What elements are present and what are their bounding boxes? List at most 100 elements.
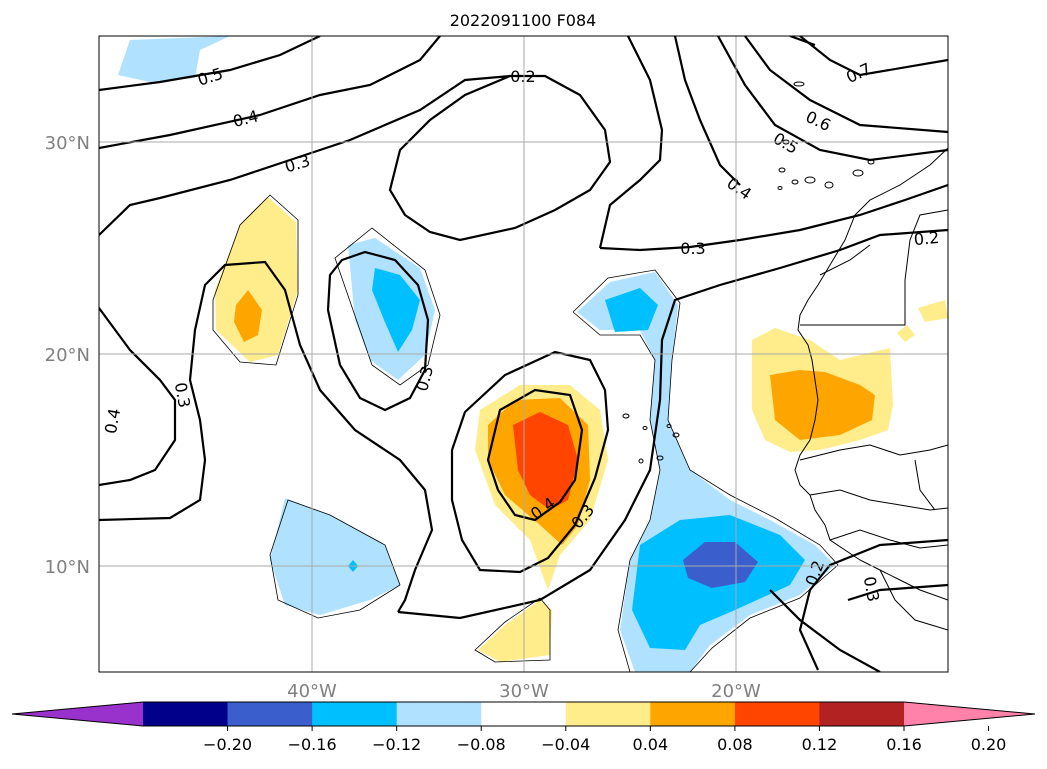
coastlines [794,147,948,631]
gridlines [99,36,948,672]
border-line [799,444,948,461]
island [622,413,630,419]
contour-line [397,228,948,620]
lon-label-40w: 40°W [287,681,337,702]
latitude-labels: 30°N 20°N 10°N [45,133,90,578]
island [793,81,805,87]
colorbar-segment [143,702,229,726]
contour-line [99,36,441,150]
contour-line [99,307,177,487]
border-line [829,529,948,549]
colorbar: −0.20 −0.16 −0.12 −0.08 −0.04 0.04 0.08 0.12 0.1… [11,701,1036,754]
anomaly-region [478,600,552,662]
colorbar-tick-label: 0.12 [802,735,838,754]
contour-line [744,36,948,134]
contour-line [486,388,584,522]
island [867,159,875,165]
contour-line [789,36,816,47]
colorbar-segment [734,702,820,726]
contour-line [598,36,664,249]
anomaly-outline [334,227,441,386]
colorbar-extend-high [904,702,1035,726]
anomaly-outline [474,597,551,663]
island [656,455,664,461]
anomaly-region [234,290,262,342]
colorbar-segment [481,702,567,726]
border-line [819,244,871,276]
colorbar-tick-label: −0.08 [457,735,506,754]
anomaly-region [918,300,948,322]
anomaly-region [372,268,420,352]
island [777,186,783,190]
lat-label-10n: 10°N [45,557,90,578]
island [672,432,680,438]
anomaly-region [118,36,230,82]
contour-label: 0.3 [680,239,705,258]
contour-line [717,36,948,162]
contour-label: 0.3 [860,575,883,603]
colorbar-segment [819,702,905,726]
island [824,181,834,189]
contour-line [599,183,948,252]
lat-label-20n: 20°N [45,345,90,366]
contour-line [99,36,321,92]
contour-line [673,36,741,186]
colorbar-tick-label: −0.16 [288,735,337,754]
colorbar-segment [312,702,398,726]
contour-label: 0.4 [101,407,124,435]
border-line [879,569,948,631]
anomaly-region [683,542,758,588]
lat-label-30n: 30°N [45,133,90,154]
colorbar-tick-label: 0.16 [886,735,922,754]
longitude-labels: 40°W 30°W 20°W [287,681,761,702]
colorbar-segment [650,702,736,726]
colorbar-outline [11,701,1036,727]
lon-label-30w: 30°W [499,681,549,702]
anomaly-outline [269,499,401,619]
map-frame [98,35,949,673]
colorbar-tick-label: 0.08 [717,735,753,754]
island [778,167,786,173]
island [804,176,816,184]
anomaly-outline [572,269,839,672]
map-title: 2022091100 F084 [450,11,597,30]
anomaly-region [770,370,875,440]
contour-label: 0.2 [510,67,535,86]
contour-line [99,74,612,242]
africa-coastline [794,147,948,601]
border-line [809,489,948,511]
anomaly-region [513,412,578,510]
colorbar-segment [565,702,651,726]
contour-line [450,350,610,574]
anomaly-region [605,288,658,332]
colorbar-segment [227,702,313,726]
contour-label: 0.3 [171,381,194,409]
anomaly-outlines [212,194,839,672]
lon-label-20w: 20°W [711,681,761,702]
contour-line [847,583,948,602]
contour-line [799,36,948,77]
filled-anomalies [118,36,948,672]
contour-lines [99,36,948,672]
border-line [800,209,948,326]
island [791,179,799,185]
contour-line [326,250,430,412]
colorbar-tick-label: 0.20 [971,735,1007,754]
anomaly-outline [572,311,661,672]
contour-line [769,589,881,672]
contour-line [798,538,948,671]
colorbar-tick-label: −0.20 [203,735,252,754]
anomaly-outline [212,194,299,366]
island [638,458,644,464]
island [666,424,672,428]
anomaly-region [270,498,400,615]
island [642,426,648,430]
colorbar-extend-low [12,702,143,726]
contour-label: 0.2 [913,228,940,249]
colorbar-tick-label: −0.04 [541,735,590,754]
colorbar-segment [396,702,482,726]
contour-line [99,260,434,613]
island [852,169,864,177]
colorbar-tick-label: 0.04 [633,735,669,754]
